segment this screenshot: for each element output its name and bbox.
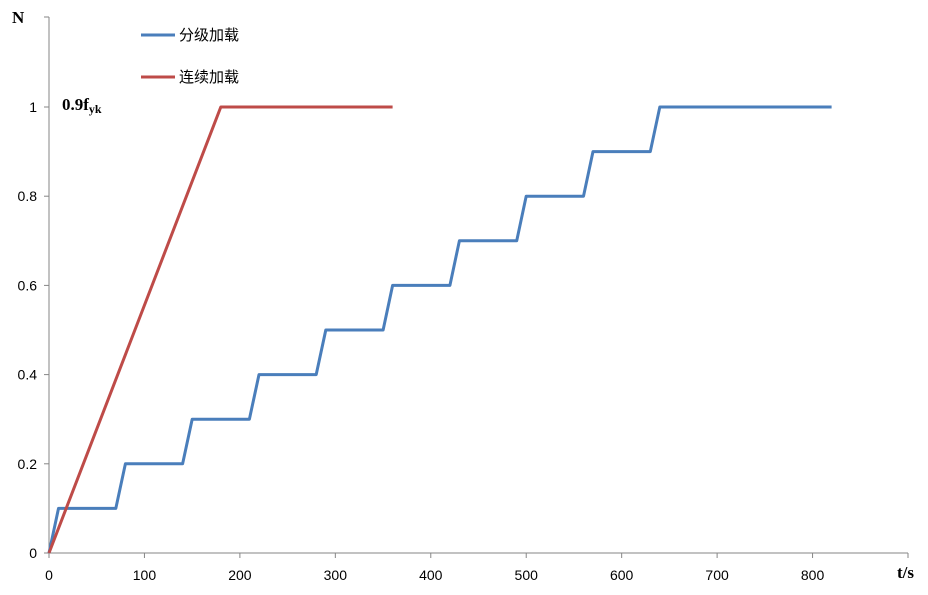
annotation-main: 0.9f [62, 95, 89, 114]
annotation-sub: yk [89, 102, 102, 116]
y-tick-label: 0.4 [18, 367, 38, 383]
axes: 0 0.2 0.4 0.6 0.8 1 0 100 200 300 400 500 600 700 800 [18, 16, 909, 583]
x-tick-label: 700 [705, 567, 729, 583]
annotation-label: 0.9fyk [62, 95, 102, 116]
x-axis-title: t/s [897, 563, 914, 582]
legend-label-2: 连续加载 [179, 69, 239, 86]
x-tick-label: 800 [801, 567, 825, 583]
y-tick-label: 0 [29, 545, 37, 561]
x-tick-label: 600 [610, 567, 634, 583]
y-tick-label: 1 [29, 99, 37, 115]
legend-label-1: 分级加载 [179, 27, 239, 44]
y-axis-title: N [12, 8, 25, 27]
x-tick-label: 0 [45, 567, 53, 583]
x-tick-label: 400 [419, 567, 443, 583]
x-tick-label: 300 [324, 567, 348, 583]
x-tick-label: 100 [133, 567, 157, 583]
x-tick-label: 200 [228, 567, 252, 583]
y-tick-label: 0.8 [18, 188, 38, 204]
series-layer [47, 105, 832, 554]
series-line-2 [47, 105, 393, 554]
x-tick-label: 500 [515, 567, 539, 583]
y-tick-label: 0.2 [18, 456, 38, 472]
series-line-1 [47, 105, 832, 554]
y-tick-label: 0.6 [18, 277, 38, 293]
